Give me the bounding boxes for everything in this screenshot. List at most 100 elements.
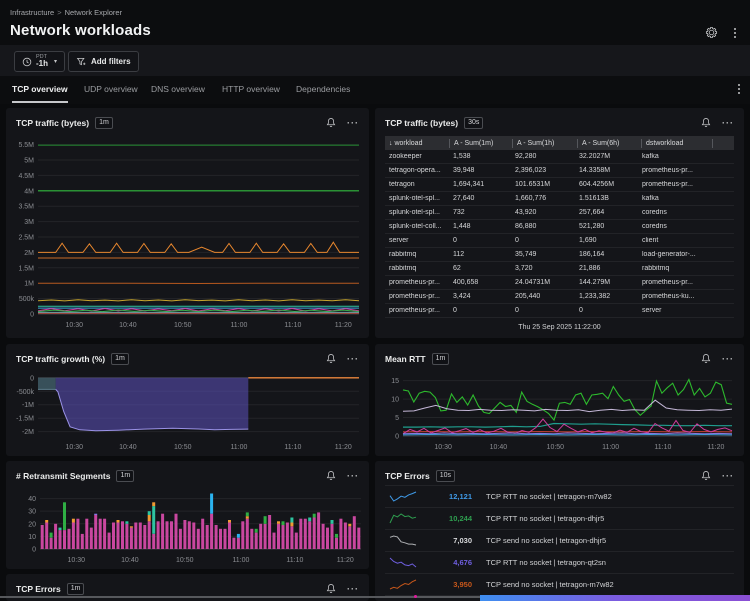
list-item[interactable]: 7,030TCP send no socket | tetragon-dhjr5	[385, 530, 734, 552]
chart-plot: 15105010:3010:4010:5011:0011:1011:20	[375, 368, 744, 456]
bar-segment	[152, 534, 155, 549]
bar-segment	[45, 523, 48, 550]
tab-udp-overview[interactable]: UDP overview	[84, 84, 138, 101]
breadcrumb-network-explorer[interactable]: Network Explorer	[65, 8, 123, 17]
list-item[interactable]: 10,244TCP RTT no socket | tetragon-dhjr5	[385, 508, 734, 530]
tab-tcp-overview[interactable]: TCP overview	[12, 84, 68, 103]
x-tick-label: 10:50	[176, 557, 194, 564]
table-cell: 1,538	[449, 153, 511, 160]
bar-segment	[282, 525, 285, 549]
table-cell: 62	[449, 265, 511, 272]
table-cell: splunk-otel-spl...	[385, 195, 449, 202]
bar-segment	[63, 530, 66, 549]
bar-segment	[335, 534, 338, 538]
x-tick-label: 10:50	[174, 322, 192, 329]
bar-segment	[308, 521, 311, 549]
column-header-dstworkload[interactable]: dstworkload	[641, 139, 712, 148]
panel-menu-ellipsis-icon[interactable]: ···	[347, 586, 359, 592]
page-header: Infrastructure>Network Explorer Network …	[0, 0, 750, 45]
bar-segment	[68, 529, 71, 549]
alert-bell-icon[interactable]	[701, 117, 711, 128]
list-item[interactable]: 3,950TCP send no socket | tetragon-m7w82	[385, 574, 734, 596]
alert-bell-icon[interactable]	[326, 353, 336, 364]
chart-plot: 0-500k-1M-1.5M-2M10:3010:4010:5011:0011:…	[6, 368, 369, 456]
table-row[interactable]: tetragon1,694,341101.6531M604.4256Mprome…	[385, 178, 734, 192]
x-tick-label: 10:40	[121, 557, 139, 564]
table-cell: 604.4256M	[575, 181, 638, 188]
bar-segment	[322, 524, 325, 549]
table-row[interactable]: rabbitmq11235,749186,164load-generator-.…	[385, 248, 734, 262]
bar-segment	[134, 523, 137, 550]
table-row[interactable]: prometheus-pr...000server	[385, 304, 734, 318]
alert-bell-icon[interactable]	[326, 117, 336, 128]
table-cell: 1.51613B	[575, 195, 638, 202]
page-more-kebab-icon[interactable]	[734, 28, 736, 38]
tab-dns-overview[interactable]: DNS overview	[151, 84, 205, 101]
tab-http-overview[interactable]: HTTP overview	[222, 84, 280, 101]
column-header-A - Sum(1m)[interactable]: A - Sum(1m)	[449, 139, 512, 148]
table-row[interactable]: zookeeper1,53892,28032.2027Mkafka	[385, 150, 734, 164]
column-header-extra[interactable]	[712, 139, 734, 148]
bar-segment	[161, 514, 164, 549]
alert-bell-icon[interactable]	[701, 353, 711, 364]
column-header-A - Sum(1h)[interactable]: A - Sum(1h)	[512, 139, 577, 148]
alert-bell-icon[interactable]	[326, 583, 336, 594]
panel-body: 40302010010:3010:4010:5011:0011:1011:20	[6, 485, 369, 569]
alert-bell-icon[interactable]	[326, 470, 336, 481]
table-cell: prometheus-pr...	[385, 307, 449, 314]
bar-segment	[45, 520, 48, 523]
chart-plot: 40302010010:3010:4010:5011:0011:1011:20	[6, 485, 369, 569]
alert-bell-icon[interactable]	[701, 470, 711, 481]
column-header-workload[interactable]: ↓ workload	[385, 139, 449, 148]
table-cell: 257,664	[575, 209, 638, 216]
y-tick-label: 2.5M	[18, 235, 34, 242]
bar-segment	[59, 530, 62, 549]
table-cell: rabbitmq	[638, 265, 708, 272]
table-row[interactable]: tetragon-opera...39,9482,396,02314.3358M…	[385, 164, 734, 178]
bar-segment	[108, 533, 111, 549]
tabs-more-kebab-icon[interactable]	[738, 84, 740, 94]
table-cell: coredns	[638, 223, 708, 230]
panel-menu-ellipsis-icon[interactable]: ···	[347, 473, 359, 479]
table-row[interactable]: splunk-otel-spl...27,6401,660,7761.51613…	[385, 192, 734, 206]
table-row[interactable]: splunk-otel-spl...73243,920257,664coredn…	[385, 206, 734, 220]
resolution-badge: 1m	[432, 353, 450, 365]
error-count: 7,030	[426, 536, 472, 545]
y-tick-label: 1.5M	[18, 265, 34, 272]
panel-menu-ellipsis-icon[interactable]: ···	[722, 120, 734, 126]
bar-segment	[317, 512, 320, 549]
x-tick-label: 11:00	[602, 444, 619, 451]
network-workloads-page: Infrastructure>Network Explorer Network …	[0, 0, 750, 601]
table-row[interactable]: prometheus-pr...3,424205,4401,233,382pro…	[385, 290, 734, 304]
panel-menu-ellipsis-icon[interactable]: ···	[722, 356, 734, 362]
add-filters-button[interactable]: Add filters	[68, 51, 139, 72]
table-cell: 144.279M	[575, 279, 638, 286]
bar-segment	[232, 538, 235, 549]
table-row[interactable]: server001,690client	[385, 234, 734, 248]
y-tick-label: 40	[28, 496, 36, 503]
bar-segment	[90, 528, 93, 549]
breadcrumb-infrastructure[interactable]: Infrastructure	[10, 8, 54, 17]
table-cell: tetragon-opera...	[385, 167, 449, 174]
bar-segment	[206, 525, 209, 549]
y-tick-label: 0	[32, 547, 36, 554]
table-row[interactable]: prometheus-pr...400,65824.04731M144.279M…	[385, 276, 734, 290]
table-row[interactable]: rabbitmq623,72021,886rabbitmq	[385, 262, 734, 276]
list-item[interactable]: 12,121TCP RTT no socket | tetragon-m7w82	[385, 485, 734, 508]
panel-menu-ellipsis-icon[interactable]: ···	[722, 473, 734, 479]
error-count: 4,676	[426, 558, 472, 567]
y-tick-label: 3.5M	[18, 204, 34, 211]
time-range-picker[interactable]: PDT -1h ▾	[14, 51, 65, 72]
panel-menu-ellipsis-icon[interactable]: ···	[347, 120, 359, 126]
clock-icon	[22, 57, 32, 67]
settings-gear-icon[interactable]	[705, 26, 718, 39]
y-tick-label: 5M	[24, 158, 34, 165]
list-item[interactable]: 4,676TCP RTT no socket | tetragon-qt2sn	[385, 552, 734, 574]
column-header-A - Sum(6h)[interactable]: A - Sum(6h)	[577, 139, 641, 148]
panel-menu-ellipsis-icon[interactable]: ···	[347, 356, 359, 362]
table-row[interactable]: splunk-otel-coll...1,44886,880521,280cor…	[385, 220, 734, 234]
series-line-rtt-purple	[403, 433, 732, 434]
bar-segment	[224, 529, 227, 549]
sparkline	[388, 578, 418, 591]
tab-dependencies[interactable]: Dependencies	[296, 84, 350, 101]
